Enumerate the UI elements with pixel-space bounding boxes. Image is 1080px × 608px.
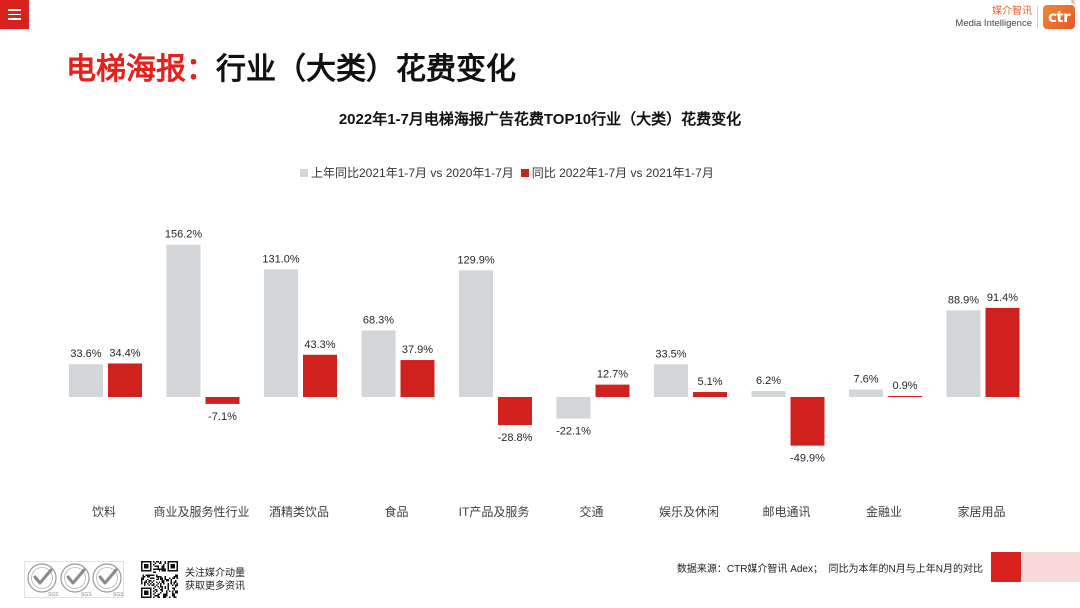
data-label: 131.0% (262, 253, 300, 265)
sgs-badge-2: SGS (60, 563, 92, 598)
registered-mark: ® (1071, 0, 1076, 6)
data-label: -22.1% (556, 426, 591, 438)
data-label: 5.1% (697, 376, 722, 388)
legend-label-prior-year: 上年同比2021年1-7月 vs 2020年1-7月 (311, 166, 514, 180)
category-label: 酒精类饮品 (269, 505, 329, 519)
bar-current-yoy (303, 354, 337, 397)
category-label: 邮电通讯 (762, 505, 810, 519)
data-label: -28.8% (498, 432, 533, 444)
certification-frame (24, 561, 124, 598)
bar-prior-year-yoy (849, 389, 883, 397)
bar-prior-year-yoy (556, 397, 591, 419)
data-label: 37.9% (402, 344, 433, 356)
ctr-logo: ctr (1043, 5, 1075, 29)
bar-current-yoy (985, 307, 1020, 397)
qr-code-icon[interactable] (141, 561, 178, 598)
category-label: 金融业 (866, 504, 902, 519)
sgs-badge-icon: SGS SGS SGS (27, 563, 124, 598)
qr-modules (141, 561, 178, 598)
data-label: 34.4% (109, 347, 140, 359)
qr-caption-line2: 获取更多资讯 (185, 581, 245, 592)
chart-legend: 上年同比2021年1-7月 vs 2020年1-7月 同比 2022年1-7月 … (300, 165, 714, 181)
bar-current-yoy (205, 397, 240, 404)
data-label: 88.9% (948, 294, 979, 306)
data-label: 6.2% (756, 375, 781, 387)
bar-current-yoy (595, 384, 630, 397)
menu-icon (8, 9, 21, 20)
bar-prior-year-yoy (166, 244, 201, 397)
bar-current-yoy (888, 396, 922, 397)
data-label: 33.6% (70, 348, 101, 360)
data-label: 91.4% (987, 292, 1018, 304)
category-label: 家居用品 (957, 504, 1005, 519)
qr-finder-core (143, 590, 149, 596)
qr-finder-core (143, 563, 149, 569)
menu-button[interactable] (0, 0, 29, 29)
bar-prior-year-yoy (69, 364, 103, 397)
category-label: 娱乐及休闲 (659, 505, 719, 519)
footer-accent-bar (1021, 552, 1080, 582)
category-label: 商业及服务性行业 (153, 504, 249, 519)
sgs-label: SGS (48, 592, 59, 598)
bar-current-yoy (693, 392, 727, 397)
category-label: IT产品及服务 (459, 504, 530, 519)
legend-label-current-year: 同比 2022年1-7月 vs 2021年1-7月 (531, 166, 714, 180)
bar-current-yoy (498, 397, 532, 426)
category-label: 食品 (384, 504, 408, 519)
brand-name-en: Media Intelligence (955, 18, 1032, 29)
source-note: 数据来源：CTR媒介智讯 Adex； 同比为本年的N月与上年N月的对比 (676, 564, 983, 575)
bar-prior-year-yoy (654, 364, 688, 397)
data-label: 0.9% (892, 380, 917, 392)
page-title-rest: 行业（大类）花费变化 (216, 53, 516, 86)
data-label: 156.2% (165, 229, 203, 241)
sgs-label: SGS (113, 592, 124, 598)
sgs-label: SGS (81, 592, 92, 598)
qr-caption-line1: 关注媒介动量 (185, 568, 245, 579)
data-label: -7.1% (208, 411, 237, 423)
data-label: 12.7% (597, 369, 628, 381)
qr-finder-core (170, 563, 176, 569)
bar-prior-year-yoy (264, 269, 298, 397)
data-label: 129.9% (457, 254, 495, 266)
data-label: 68.3% (363, 314, 394, 326)
data-label: 7.6% (853, 374, 878, 386)
page-title: 电梯海报：行业（大类）花费变化 (66, 50, 516, 90)
bar-current-yoy (400, 360, 435, 397)
legend-swatch-current-year (520, 169, 529, 177)
sgs-badge-3: SGS (92, 563, 124, 598)
bar-prior-year-yoy (459, 270, 493, 397)
sgs-badge-1: SGS (27, 563, 59, 598)
category-label: 交通 (579, 504, 603, 519)
bar-current-yoy (790, 397, 825, 446)
footer-accent-square (991, 552, 1021, 582)
bar-prior-year-yoy (361, 330, 396, 397)
legend-swatch-prior-year (300, 169, 308, 177)
chart-title: 2022年1-7月电梯海报广告花费TOP10行业（大类）花费变化 (338, 111, 742, 128)
bar-current-yoy (108, 363, 142, 397)
data-label: -49.9% (790, 453, 825, 465)
brand-name-cn: 媒介智讯 (992, 6, 1032, 17)
bar-prior-year-yoy (751, 390, 786, 397)
data-label: 43.3% (304, 339, 335, 351)
category-label: 饮料 (92, 505, 116, 519)
brand-divider (1037, 6, 1038, 28)
bar-prior-year-yoy (946, 310, 981, 397)
bar-chart: 33.6% 34.4% 饮料 156.2% -7.1% 商业及服务性行业 131.0% 43.… (69, 229, 1020, 519)
data-label: 33.5% (655, 348, 686, 360)
page-title-highlight: 电梯海报： (66, 53, 216, 86)
